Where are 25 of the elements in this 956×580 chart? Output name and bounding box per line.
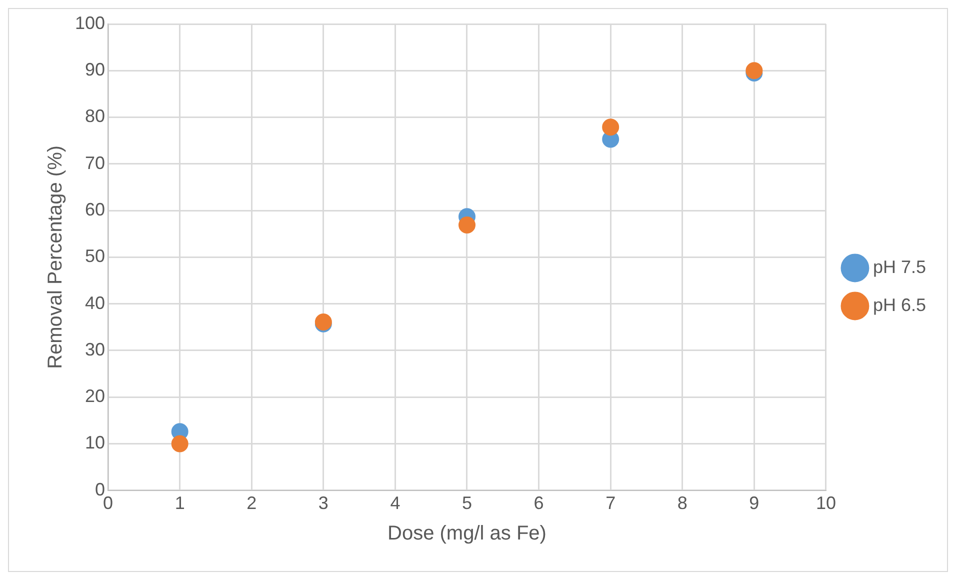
y-tick-label: 70 [85, 152, 106, 173]
legend-label: pH 6.5 [872, 294, 926, 315]
y-tick-label: 80 [85, 106, 106, 126]
y-tick-label: 10 [85, 432, 106, 453]
x-tick-label: 9 [749, 493, 760, 514]
y-tick-label: 0 [95, 479, 106, 500]
legend-label: pH 7.5 [872, 256, 926, 277]
y-tick-label: 50 [85, 246, 106, 266]
x-axis-title: Dose (mg/l as Fe) [388, 522, 546, 545]
y-tick-label: 40 [85, 292, 106, 313]
x-tick-label: 3 [318, 493, 328, 514]
x-tick-label: 8 [677, 493, 688, 514]
x-tick-label: 7 [606, 493, 616, 514]
x-tick-label: 4 [390, 493, 400, 514]
x-tick-label: 5 [462, 493, 472, 514]
y-tick-label: 30 [85, 339, 106, 360]
y-axis-title: Removal Percentage (%) [44, 145, 67, 369]
y-tick-label: 20 [85, 386, 106, 406]
x-tick-label: 1 [174, 493, 185, 514]
x-tick-label: 10 [816, 493, 836, 514]
x-tick-label: 6 [534, 493, 544, 514]
x-tick-label: 2 [246, 493, 257, 514]
y-tick-label: 90 [85, 60, 106, 80]
y-tick-label: 100 [74, 12, 106, 33]
y-tick-label: 60 [85, 200, 106, 220]
